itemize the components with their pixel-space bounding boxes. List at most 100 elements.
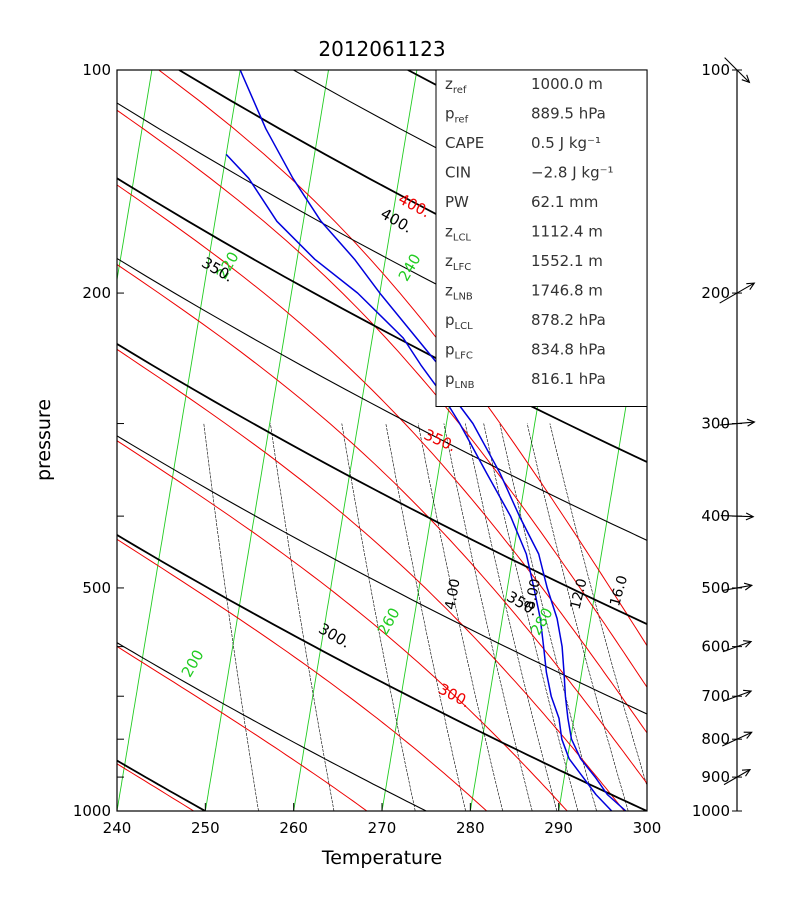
- y-axis-label: pressure: [33, 399, 55, 481]
- wind-profile-panel: 100 200 300 400 500 600 700 800 900 1000: [692, 57, 756, 820]
- diagnostic-value: −2.8 J kg⁻¹: [531, 164, 614, 182]
- diagnostic-label: zLCL: [445, 223, 471, 244]
- dry-adiabat-line: [117, 342, 647, 626]
- wind-level-label: 800: [701, 730, 730, 748]
- x-tick-label: 250: [191, 819, 220, 837]
- x-tick-label: 270: [368, 819, 397, 837]
- wind-arrow: [720, 515, 754, 518]
- moist-adiabat-line: [117, 109, 647, 689]
- diagnostic-label: pLNB: [445, 370, 475, 391]
- wind-arrow: [719, 282, 755, 304]
- diagnostic-label: pref: [445, 105, 469, 126]
- moist-adiabat-label: 350.: [421, 425, 459, 455]
- diagnostics-background: [435, 69, 648, 407]
- wind-arrow-head: [746, 282, 756, 291]
- moist-adiabat-line: [117, 263, 647, 785]
- mixing-ratio-line: [483, 423, 579, 811]
- x-tick-label: 300: [633, 819, 662, 837]
- diagnostic-label: zref: [445, 75, 467, 96]
- y-tick-label: 500: [82, 579, 111, 597]
- y-tick-label: 100: [82, 61, 111, 79]
- plot-area: [117, 70, 647, 811]
- dry-adiabat-line: [117, 257, 647, 541]
- wind-level-label: 400: [701, 507, 730, 525]
- dewpoint-profile-line: [225, 153, 613, 811]
- wind-arrow-head: [743, 731, 753, 739]
- mixing-ratio-label: 16.0: [607, 574, 631, 608]
- moist-adiabat-line: [117, 184, 647, 734]
- wind-level-label: 100: [701, 61, 730, 79]
- y-tick-label: 1000: [73, 802, 111, 820]
- moist-adiabat-line: [117, 538, 488, 811]
- diagnostics-box: zref 1000.0 m pref 889.5 hPa CAPE 0.5 J kg⁻¹ C…: [435, 69, 648, 407]
- moist-adiabat-line: [117, 645, 368, 811]
- diagnostic-value: 0.5 J kg⁻¹: [531, 134, 601, 152]
- wind-level-label: 200: [701, 284, 730, 302]
- wind-arrow: [722, 731, 752, 747]
- x-axis-label: Temperature: [321, 847, 442, 869]
- wind-level-label: 500: [701, 579, 730, 597]
- moist-adiabat-line: [117, 763, 194, 811]
- diagnostic-label: pLCL: [445, 311, 473, 332]
- mixing-ratio-line: [270, 423, 335, 811]
- mixing-ratio-line: [465, 423, 558, 811]
- diagnostic-value: 62.1 mm: [531, 193, 598, 211]
- diagnostic-value: 816.1 hPa: [531, 370, 606, 388]
- mixing-ratio-line: [526, 423, 629, 811]
- wind-arrow-head: [743, 640, 753, 648]
- wind-arrow-head: [741, 768, 752, 777]
- wind-arrow-head: [743, 582, 754, 591]
- wind-arrow-head: [745, 512, 755, 521]
- wind-level-label: 1000: [692, 802, 730, 820]
- diagnostic-label: CIN: [445, 164, 471, 182]
- wind-arrow-head: [746, 418, 756, 427]
- mixing-ratio-line: [417, 423, 503, 811]
- wind-arrow: [724, 57, 750, 83]
- isotherm-line: [204, 70, 329, 811]
- moist-adiabat-line: [117, 440, 568, 811]
- mixing-ratio-line: [549, 423, 647, 788]
- wind-arrow: [723, 769, 751, 786]
- dry-adiabat-line: [117, 435, 647, 715]
- dry-adiabat-line: [117, 177, 647, 463]
- moist-adiabat-label: 300.: [435, 680, 473, 712]
- mixing-ratio-label: 12.0: [568, 577, 591, 611]
- x-tick-label: 280: [456, 819, 485, 837]
- isotherm-line: [293, 70, 418, 811]
- diagnostic-label: CAPE: [445, 134, 484, 152]
- x-tick-label: 290: [544, 819, 573, 837]
- mixing-ratio-label: 4.00: [442, 578, 463, 611]
- chart-title: 2012061123: [318, 37, 445, 61]
- mixing-ratio-line: [443, 423, 533, 811]
- temperature-profile-line: [239, 70, 627, 811]
- diagnostic-value: 1112.4 m: [531, 223, 603, 241]
- diagnostic-value: 1746.8 m: [531, 282, 603, 300]
- wind-level-label: 900: [701, 768, 730, 786]
- diagnostic-label: zLNB: [445, 282, 473, 303]
- diagnostic-label: pLFC: [445, 341, 473, 362]
- wind-level-label: 600: [701, 638, 730, 656]
- x-tick-label: 260: [279, 819, 308, 837]
- mixing-ratio-line: [499, 423, 597, 811]
- wind-arrow: [722, 584, 752, 592]
- isotherm-label: 260: [374, 605, 404, 639]
- dry-adiabat-line: [117, 533, 647, 811]
- y-tick-label: 200: [82, 284, 111, 302]
- diagnostic-label: PW: [445, 193, 469, 211]
- diagnostic-value: 889.5 hPa: [531, 105, 606, 123]
- wind-level-label: 700: [701, 687, 730, 705]
- wind-arrow: [719, 421, 755, 426]
- isotherm-line: [117, 70, 241, 811]
- isotherm-label: 240: [395, 251, 425, 285]
- x-tick-label: 240: [103, 819, 132, 837]
- wind-arrow: [722, 640, 752, 653]
- dry-adiabat-line: [117, 759, 206, 811]
- moist-adiabat-line: [117, 348, 625, 811]
- diagnostic-value: 878.2 hPa: [531, 311, 606, 329]
- wind-arrow: [722, 690, 752, 702]
- wind-level-label: 300: [701, 415, 730, 433]
- mixing-ratio-line: [385, 423, 466, 811]
- diagnostic-value: 834.8 hPa: [531, 341, 606, 359]
- wind-arrow-head: [743, 689, 753, 698]
